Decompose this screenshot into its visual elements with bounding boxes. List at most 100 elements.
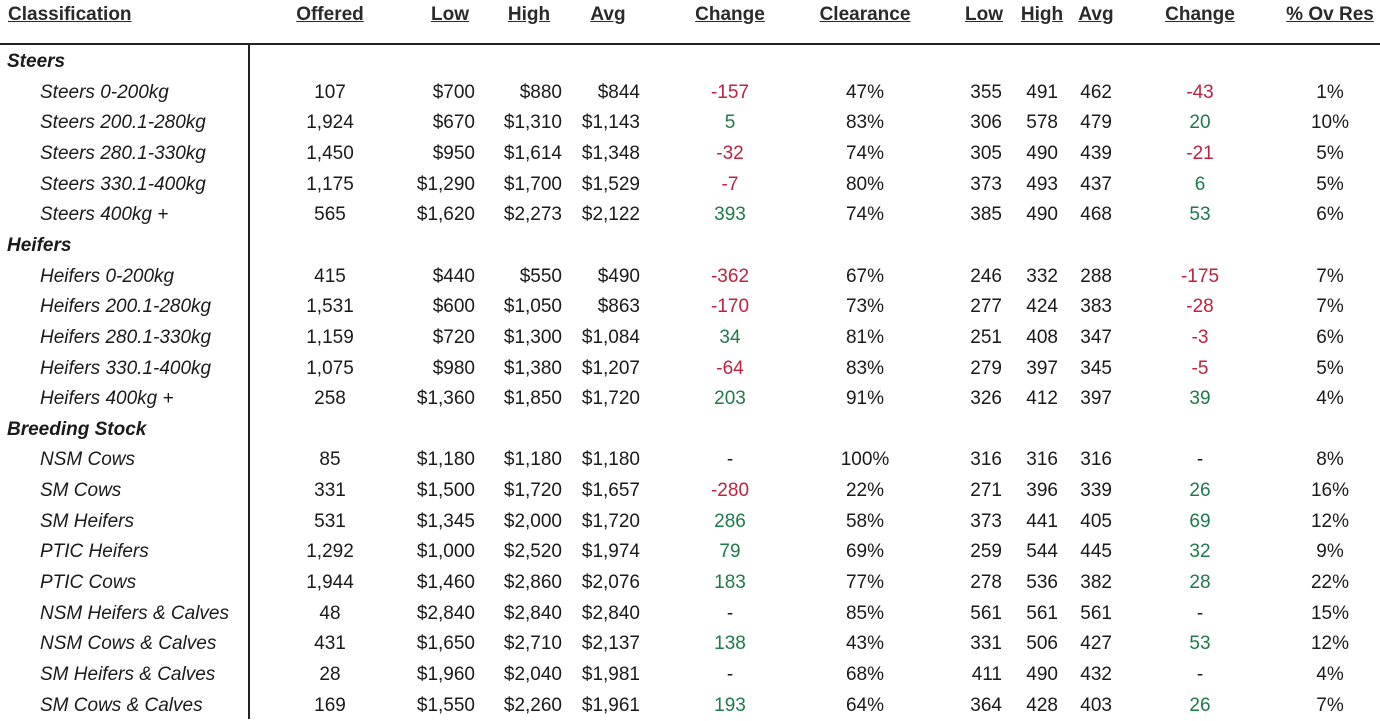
cell-high: $2,860 [503,572,562,593]
cell-ov-res: 5% [1316,143,1344,164]
cell-high2: 490 [1026,664,1058,685]
cell-low2: 277 [970,296,1002,317]
cell-low: $1,620 [416,204,475,225]
cell-change2: -5 [1191,358,1209,379]
cell-ov-res: 12% [1310,633,1350,654]
row-label: NSM Heifers & Calves [40,603,229,624]
cell-clearance: 64% [845,695,885,716]
cell-low: $1,180 [416,449,475,470]
cell-low2: 316 [970,449,1002,470]
cell-offered: 331 [314,480,346,501]
cell-avg: $844 [597,82,640,103]
cell-ov-res: 7% [1316,266,1344,287]
cell-change2: 53 [1189,204,1211,225]
cell-low: $600 [432,296,475,317]
header-high: High [507,4,551,25]
row-label: PTIC Cows [40,572,137,593]
cell-avg2: 339 [1080,480,1112,501]
cell-high2: 506 [1026,633,1058,654]
cell-change: -64 [716,358,744,379]
cell-change: 393 [714,204,746,225]
cell-low2: 259 [970,541,1002,562]
cell-avg: $490 [597,266,640,287]
cell-high: $1,720 [503,480,562,501]
row-label: NSM Cows [40,449,136,470]
cell-low2: 373 [970,174,1002,195]
cell-avg: $2,122 [581,204,640,225]
header-ov-res: % Ov Res [1286,4,1374,25]
cell-high: $1,300 [503,327,562,348]
cell-avg: $2,076 [581,572,640,593]
cell-ov-res: 7% [1316,296,1344,317]
header-clearance: Clearance [819,4,911,25]
cell-offered: 1,175 [306,174,354,195]
cell-high2: 578 [1026,112,1058,133]
cell-change2: 69 [1189,511,1211,532]
cell-low: $1,650 [416,633,475,654]
cell-avg2: 561 [1080,603,1112,624]
cell-avg: $1,207 [581,358,640,379]
cell-change2: -28 [1186,296,1214,317]
cell-avg2: 432 [1080,664,1112,685]
cell-avg: $863 [597,296,640,317]
cell-clearance: 69% [845,541,885,562]
cell-avg2: 462 [1080,82,1112,103]
cell-ov-res: 5% [1316,358,1344,379]
cell-high2: 536 [1026,572,1058,593]
cell-clearance: 81% [845,327,885,348]
cell-change2: 6 [1194,174,1206,195]
cell-change2: -3 [1191,327,1209,348]
cell-avg2: 397 [1080,388,1112,409]
cell-offered: 531 [314,511,346,532]
cell-change: 5 [724,112,736,133]
cell-change2: -43 [1186,82,1214,103]
header-change2: Change [1165,4,1235,25]
cell-change2: 26 [1189,480,1211,501]
cell-avg2: 403 [1080,695,1112,716]
row-label: SM Heifers & Calves [40,664,216,685]
row-label: PTIC Heifers [40,541,149,562]
cell-change: - [726,603,734,624]
cell-high2: 561 [1026,603,1058,624]
header-low: Low [431,4,469,25]
cell-high2: 396 [1026,480,1058,501]
cell-change: 79 [719,541,741,562]
row-label: Steers 280.1-330kg [40,143,206,164]
cell-low2: 279 [970,358,1002,379]
cell-change2: 53 [1189,633,1211,654]
cell-change2: 32 [1189,541,1211,562]
cell-low2: 326 [970,388,1002,409]
row-label: Heifers 280.1-330kg [40,327,212,348]
cell-change2: 28 [1189,572,1211,593]
classification-divider [248,44,250,719]
cell-ov-res: 22% [1310,572,1350,593]
cell-change2: - [1196,449,1204,470]
cell-clearance: 68% [845,664,885,685]
cell-clearance: 85% [845,603,885,624]
row-label: Heifers 330.1-400kg [40,358,212,379]
cell-change2: 39 [1189,388,1211,409]
cell-low2: 385 [970,204,1002,225]
cell-change2: 26 [1189,695,1211,716]
cell-low2: 364 [970,695,1002,716]
cell-high2: 397 [1026,358,1058,379]
cell-low2: 411 [971,664,1002,685]
cell-low2: 306 [970,112,1002,133]
cell-offered: 415 [314,266,346,287]
cell-high2: 490 [1026,204,1058,225]
cell-avg2: 347 [1080,327,1112,348]
cell-avg: $1,180 [581,449,640,470]
cell-high: $2,260 [503,695,562,716]
cell-avg: $2,840 [581,603,640,624]
cell-high2: 332 [1026,266,1058,287]
cell-change2: 20 [1189,112,1211,133]
cell-high2: 491 [1026,82,1058,103]
cell-change: 203 [714,388,746,409]
cell-clearance: 73% [845,296,885,317]
cell-high2: 490 [1026,143,1058,164]
cell-high: $2,710 [503,633,562,654]
cell-avg2: 468 [1080,204,1112,225]
cell-avg: $1,529 [581,174,640,195]
cell-offered: 107 [314,82,346,103]
cell-low2: 355 [970,82,1002,103]
